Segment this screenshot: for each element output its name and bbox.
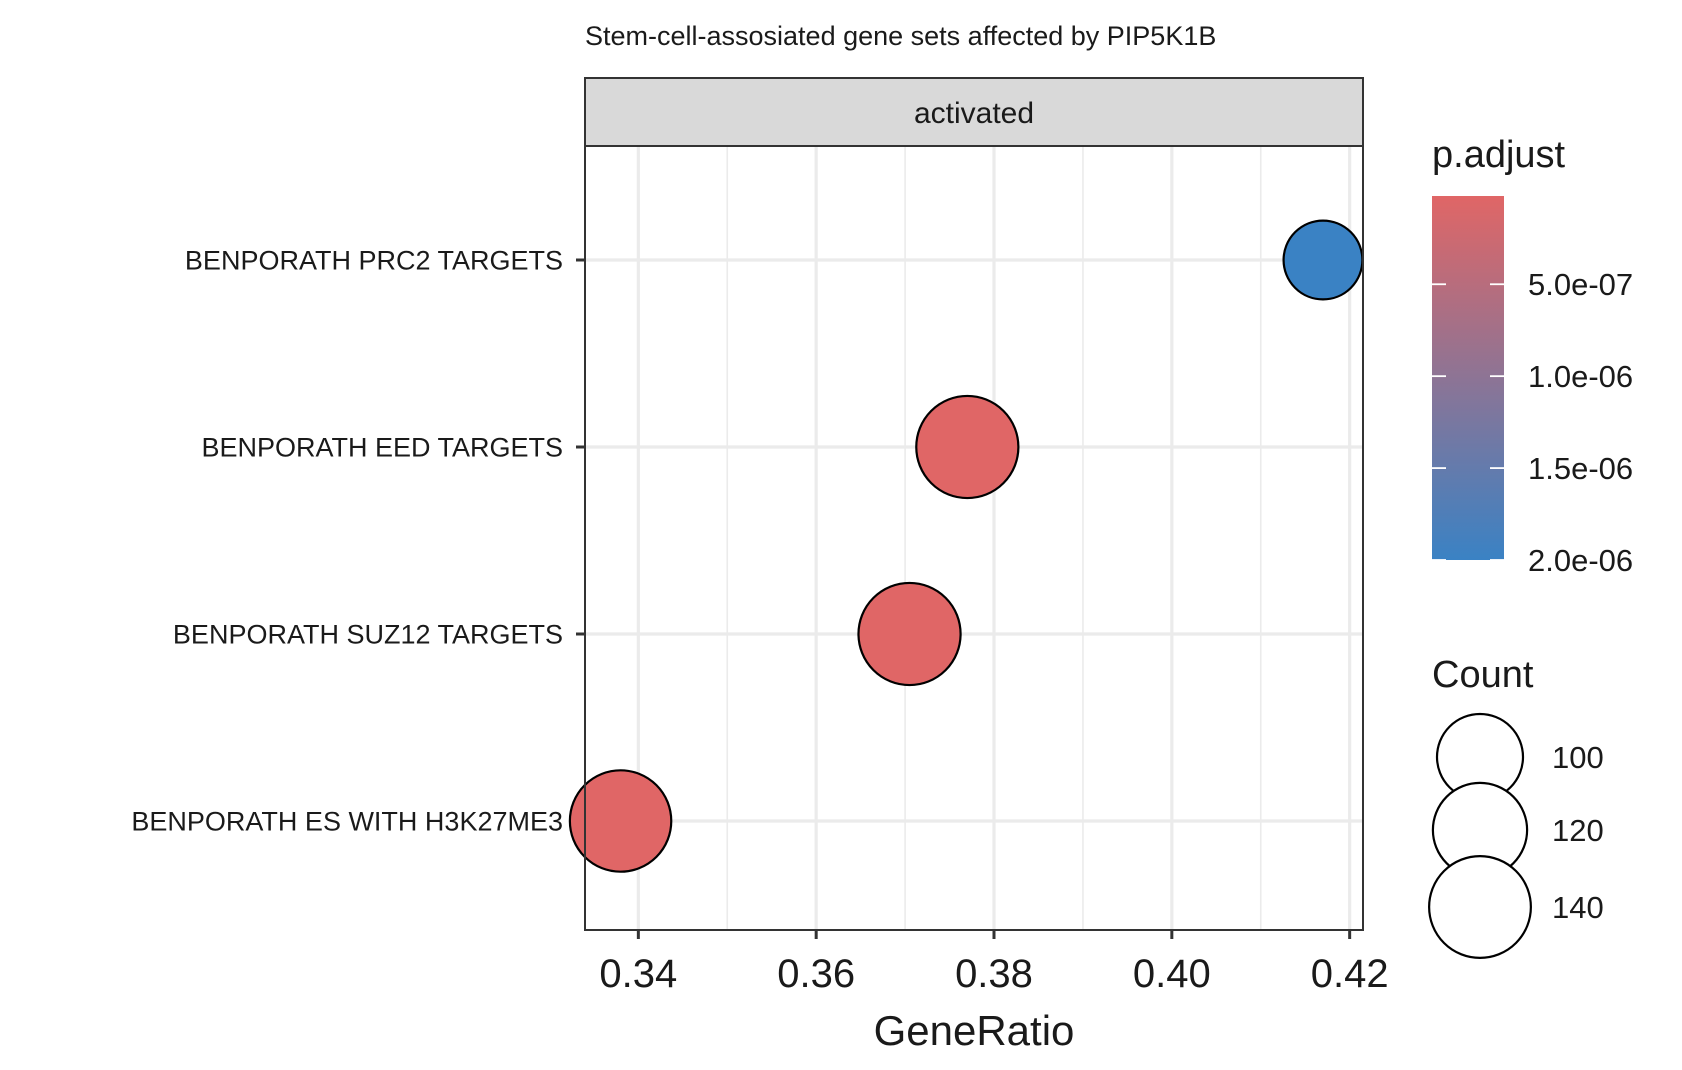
category-label: BENPORATH ES WITH H3K27ME3 [131,807,563,837]
color-legend-label: 1.5e-06 [1528,451,1633,486]
color-legend-title: p.adjust [1432,134,1566,176]
x-tick-label: 0.40 [1133,952,1211,996]
data-point [857,581,962,687]
facet-label: activated [914,97,1034,130]
data-point [915,394,1020,500]
color-legend-label: 2.0e-06 [1528,543,1633,578]
data-point [568,769,673,873]
size-legend-label: 100 [1552,740,1604,775]
plot-panel [584,145,1364,931]
data-point [1282,219,1364,301]
x-tick-label: 0.38 [955,952,1033,996]
grid-lines [585,146,1363,930]
size-legend-title: Count [1432,654,1534,696]
color-legend-label: 1.0e-06 [1528,359,1633,394]
x-tick-label: 0.34 [599,952,677,996]
facet-strip [584,77,1364,147]
category-label: BENPORATH EED TARGETS [201,433,563,463]
category-label: BENPORATH PRC2 TARGETS [185,246,563,276]
chart-title: Stem-cell-assosiated gene sets affected … [585,21,1216,51]
color-legend: p.adjust 5.0e-07 1.0e-06 1.5e-06 2.0e-06 [1432,134,1633,578]
color-legend-bar [1432,196,1504,560]
x-tick-label: 0.42 [1311,952,1389,996]
size-legend: Count 100 120 140 [1428,654,1604,959]
x-axis: 0.34 0.36 0.38 0.40 0.42 [599,930,1389,996]
color-legend-label: 5.0e-07 [1528,267,1633,302]
category-label: BENPORATH SUZ12 TARGETS [173,620,563,650]
data-points [568,219,1364,873]
y-axis: BENPORATH PRC2 TARGETS BENPORATH EED TARG… [131,246,585,837]
x-axis-title: GeneRatio [874,1007,1075,1054]
size-legend-label: 140 [1552,890,1604,925]
size-legend-key [1428,855,1532,959]
x-tick-label: 0.36 [777,952,855,996]
size-legend-label: 120 [1552,813,1604,848]
